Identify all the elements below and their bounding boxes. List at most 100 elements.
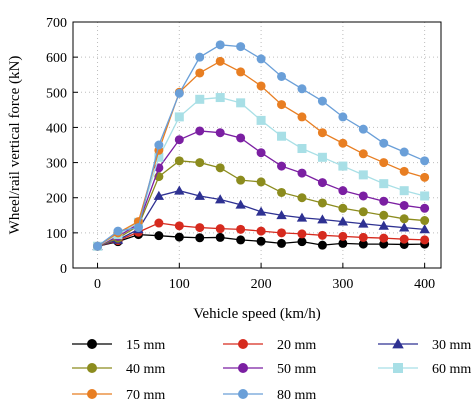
data-point (338, 161, 348, 171)
data-point (317, 152, 327, 162)
data-point (317, 96, 327, 106)
data-point (277, 131, 287, 141)
legend-marker (393, 363, 403, 373)
data-point (277, 228, 287, 238)
data-point (378, 220, 389, 230)
legend-item-15-mm: 15 mm (72, 338, 165, 353)
data-point (133, 223, 143, 233)
x-tick-label: 200 (251, 277, 272, 292)
data-point (420, 235, 430, 245)
data-point (174, 112, 184, 122)
legend-label: 50 mm (277, 362, 316, 377)
data-point (399, 200, 409, 210)
data-point (399, 147, 409, 157)
legend-item-70-mm: 70 mm (72, 388, 165, 403)
data-point (215, 56, 225, 66)
data-point (358, 218, 369, 228)
data-point (215, 163, 225, 173)
y-tick-label: 100 (46, 227, 67, 242)
data-point (236, 224, 246, 234)
legend-label: 20 mm (277, 338, 316, 353)
legend-label: 40 mm (126, 362, 165, 377)
series-layer (92, 40, 430, 251)
data-point (236, 133, 246, 143)
y-axis-title: Wheel/rail vertical force (kN) (7, 56, 23, 235)
series-50-mm (93, 126, 430, 251)
legend-item-20-mm: 20 mm (223, 338, 316, 353)
data-point (399, 186, 409, 196)
legend-marker (87, 363, 97, 373)
data-point (399, 234, 409, 244)
data-point (235, 199, 246, 209)
data-point (317, 178, 327, 188)
data-point (358, 239, 368, 249)
legend-item-50-mm: 50 mm (223, 362, 316, 377)
data-point (337, 216, 349, 226)
data-point (399, 166, 409, 176)
data-point (194, 190, 205, 200)
y-tick-label: 400 (46, 121, 67, 136)
data-point (297, 144, 307, 154)
data-point (215, 232, 225, 242)
data-point (297, 229, 307, 239)
data-point (296, 212, 308, 222)
legend-item-30-mm: 30 mm (378, 338, 471, 353)
data-point (420, 172, 430, 182)
data-point (379, 158, 389, 168)
legend-label: 60 mm (432, 362, 471, 377)
data-point (256, 148, 266, 158)
data-point (317, 214, 328, 224)
data-point (256, 54, 266, 64)
data-point (277, 100, 287, 110)
data-point (154, 218, 164, 228)
data-point (215, 194, 226, 204)
y-tick-label: 300 (46, 157, 67, 172)
series-20-mm (93, 218, 430, 251)
data-point (420, 191, 430, 201)
y-tick-label: 0 (60, 262, 67, 277)
legend-marker (87, 389, 97, 399)
data-point (358, 191, 368, 201)
data-point (358, 207, 368, 217)
data-point (297, 193, 307, 203)
data-point (174, 156, 184, 166)
data-point (379, 179, 389, 189)
data-point (236, 235, 246, 245)
data-point (358, 124, 368, 134)
data-point (113, 226, 123, 236)
y-tick-label: 200 (46, 192, 67, 207)
data-point (195, 52, 205, 62)
data-point (256, 81, 266, 91)
data-point (379, 233, 389, 243)
legend-marker (392, 338, 404, 349)
x-tick-label: 100 (169, 277, 190, 292)
data-point (256, 177, 266, 187)
data-point (93, 241, 103, 251)
data-point (297, 168, 307, 178)
x-tick-label: 0 (94, 277, 101, 292)
data-point (317, 230, 327, 240)
legend-label: 80 mm (277, 388, 316, 403)
data-point (317, 198, 327, 208)
data-point (195, 126, 205, 136)
x-tick-label: 300 (332, 277, 353, 292)
legend-item-40-mm: 40 mm (72, 362, 165, 377)
data-point (338, 186, 348, 196)
legend-label: 30 mm (432, 338, 471, 353)
plot-frame (72, 21, 442, 269)
legend-marker (238, 363, 248, 373)
legend-item-60-mm: 60 mm (378, 362, 471, 377)
data-point (399, 222, 410, 232)
series-60-mm (93, 93, 430, 251)
data-point (174, 232, 184, 242)
legend-item-80-mm: 80 mm (223, 388, 316, 403)
legend-label: 70 mm (126, 388, 165, 403)
data-point (358, 170, 368, 180)
data-point (338, 238, 348, 248)
data-point (338, 203, 348, 213)
data-point (297, 237, 307, 247)
x-tick-label: 400 (414, 277, 435, 292)
data-point (195, 158, 205, 168)
data-point (379, 196, 389, 206)
data-point (215, 93, 225, 103)
